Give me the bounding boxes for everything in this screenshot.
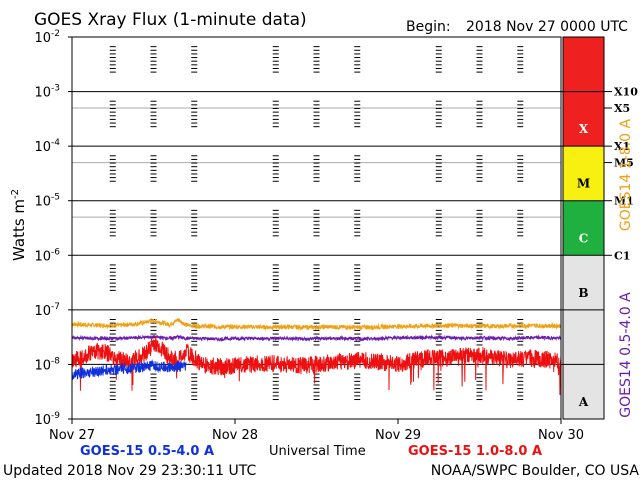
x-axis-label: Universal Time: [269, 444, 366, 459]
y-tick-label: 10-9: [34, 411, 60, 428]
legend-goes15-short: GOES-15 0.5-4.0 A: [80, 444, 214, 459]
class-threshold-label: X10: [614, 86, 638, 99]
x-tick-label: Nov 28: [212, 428, 258, 443]
series-line-3: [71, 358, 187, 381]
series-line-0: [71, 317, 562, 332]
right-axis-label: GOES14 1-8.0 A: [618, 119, 634, 232]
class-label-B: B: [578, 286, 588, 300]
chart-title: GOES Xray Flux (1-minute data): [34, 10, 307, 30]
class-label-C: C: [579, 231, 589, 245]
x-tick-label: Nov 29: [375, 428, 421, 443]
series-line-2: [71, 336, 562, 396]
y-tick-label: 10-7: [34, 302, 60, 319]
y-axis-label: Watts m-2: [10, 189, 28, 261]
class-band-B: [563, 255, 604, 310]
flare-class-bar: X M C B A: [562, 36, 605, 420]
class-threshold-label: C1: [614, 249, 630, 262]
begin-value: 2018 Nov 27 0000 UTC: [466, 19, 628, 35]
gridlines: [72, 46, 604, 401]
right-axis-label-group: GOES14 0.5-4.0 A: [618, 292, 634, 418]
y-tick-label: 10-5: [34, 193, 60, 210]
series-layer: [71, 317, 562, 396]
class-label-M: M: [577, 177, 590, 191]
y-tick-label: 10-2: [34, 29, 60, 46]
right-axis-label-group: GOES14 1-8.0 A: [618, 119, 634, 232]
axes-layer: [68, 36, 612, 424]
class-threshold-label: X5: [614, 102, 630, 115]
y-tick-label: 10-8: [34, 356, 60, 373]
legend-goes15-long: GOES-15 1.0-8.0 A: [408, 444, 542, 459]
begin-label: Begin:: [406, 19, 451, 35]
class-threshold-label: X1: [614, 140, 630, 153]
x-tick-label: Nov 30: [538, 428, 584, 443]
y-tick-label: 10-4: [34, 138, 60, 155]
class-threshold-label: M1: [614, 195, 634, 208]
class-band-C: [563, 200, 604, 256]
y-tick-label: 10-3: [34, 84, 60, 101]
class-bar-frame: [562, 36, 605, 420]
class-band-M: [563, 146, 604, 201]
x-tick-label: Nov 27: [49, 428, 95, 443]
updated-timestamp: Updated 2018 Nov 29 23:30:11 UTC: [3, 463, 256, 479]
class-label-X: X: [579, 122, 589, 136]
y-tick-label: 10-6: [34, 247, 60, 264]
series-line-1: [71, 334, 562, 343]
right-axis-label: GOES14 0.5-4.0 A: [618, 292, 634, 418]
class-threshold-label: M5: [614, 157, 634, 170]
plot-frame: [71, 36, 562, 420]
credit-text: NOAA/SWPC Boulder, CO USA: [431, 463, 640, 479]
class-label-A: A: [578, 395, 589, 409]
